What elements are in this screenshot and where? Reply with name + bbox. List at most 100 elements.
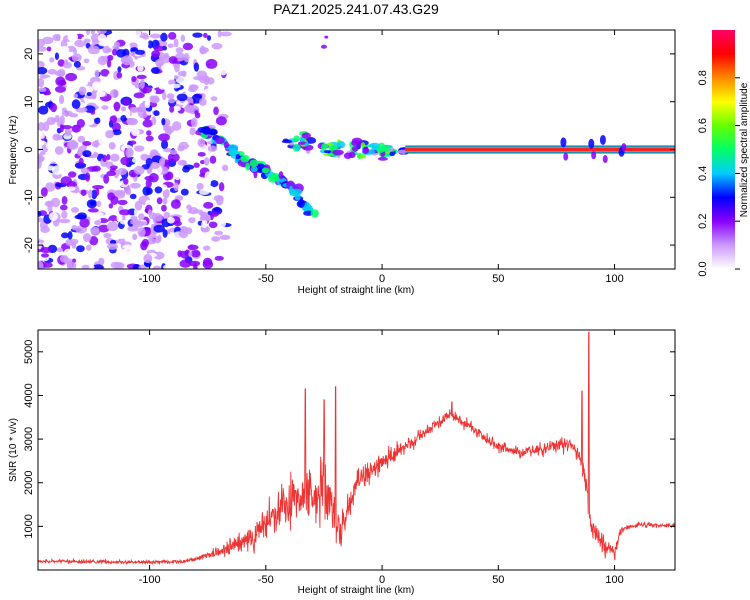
colorbar-label: Normalized spectral amplitude	[739, 82, 750, 217]
spectrogram-blob	[77, 135, 86, 143]
spectrogram-blob	[66, 261, 77, 269]
spectrogram-xlabel: Height of straight line (km)	[298, 285, 415, 296]
spectrogram-blob	[61, 232, 69, 239]
spectrogram-blob	[210, 180, 219, 188]
spectrogram-blob	[110, 165, 118, 170]
spectrogram-blob	[162, 123, 170, 132]
spectrogram-blob	[73, 93, 79, 99]
spectrogram-blob	[54, 85, 67, 93]
spectrogram-blob	[174, 171, 181, 181]
spectrogram-blob	[117, 199, 128, 206]
spectrogram-blob	[174, 105, 181, 112]
snr-xtick-label: 0	[379, 574, 385, 586]
spectrogram-blob	[158, 83, 167, 90]
spectrogram-blob	[205, 178, 211, 187]
spectrogram-blob	[49, 57, 55, 63]
spectrogram-blob	[38, 67, 48, 75]
spectrogram-blob	[591, 151, 597, 160]
spectrogram-blob	[38, 87, 47, 93]
spectrogram-blob	[140, 38, 149, 49]
spectrogram-blob	[67, 231, 73, 240]
spectrogram-blob	[113, 169, 119, 179]
spectrogram-blob	[206, 35, 212, 41]
spectrogram-blob	[203, 157, 210, 166]
colorbar-gradient	[712, 30, 735, 269]
colorbar-tick-label: 0.0	[697, 261, 709, 276]
spectrogram-blob	[294, 145, 301, 151]
snr-panel: -100 -50 0 50 100 1000 2000 3000 4000 5000 Heigh…	[8, 329, 676, 596]
snr-xtick-label: 50	[492, 574, 504, 586]
spectrogram-blob	[60, 176, 72, 186]
spectrogram-blob	[67, 171, 77, 178]
spectrogram-blob	[190, 249, 201, 258]
spectrogram-blob	[83, 58, 90, 64]
spectrogram-blob	[181, 160, 187, 167]
spectrogram-blob	[175, 76, 186, 84]
spectrogram-blob	[167, 152, 180, 163]
spectrogram-blob	[101, 184, 109, 192]
spectrogram-blob	[168, 79, 176, 85]
spectrogram-blob	[92, 212, 104, 217]
spectrogram-blob	[119, 209, 131, 216]
spectrogram-blob	[134, 165, 145, 175]
spectrogram-blob	[173, 38, 179, 49]
spectrogram-blob	[137, 227, 146, 238]
spectrogram-blob	[71, 224, 78, 231]
spectrogram-blob	[169, 149, 178, 155]
spectrogram-blob	[193, 175, 200, 180]
spectrogram-blob	[113, 101, 121, 112]
spectrogram-blob	[142, 34, 150, 40]
spectrogram-blob	[45, 77, 54, 84]
spectrogram-blob	[117, 167, 128, 176]
spectrogram-blob	[54, 146, 64, 155]
spectrogram-blob	[215, 195, 224, 206]
spectrogram-blob	[61, 152, 67, 163]
spectrogram-blob	[183, 164, 195, 170]
colorbar-tick-label: 0.8	[697, 70, 709, 85]
spectrogram-blob	[132, 106, 142, 113]
spectrogram-blob	[76, 79, 89, 87]
spectrogram-blob	[190, 84, 199, 90]
spectrogram-blob	[178, 141, 190, 150]
spectrogram-blob	[304, 142, 310, 147]
spectrogram-blob	[377, 156, 388, 161]
spectrogram-blob	[106, 47, 112, 53]
spectrogram-blob	[74, 162, 87, 169]
spectrogram-blob	[98, 257, 105, 266]
spectrogram-blob	[116, 72, 123, 79]
spectrogram-blob	[162, 188, 170, 199]
spectrogram-blob	[98, 41, 109, 47]
spectrogram-blob	[142, 119, 154, 128]
spectrogram-blob	[146, 130, 152, 136]
spectrogram-blob	[189, 72, 195, 82]
spectrogram-blob	[193, 209, 204, 214]
spectrogram-blob	[45, 140, 55, 150]
spectrogram-blob	[122, 98, 130, 106]
spectrogram-blob	[101, 105, 109, 110]
spectrogram-blob	[149, 33, 162, 39]
spectrogram-blob	[47, 68, 58, 75]
spectrogram-blob	[154, 186, 163, 194]
spectrogram-blob	[76, 245, 85, 253]
spectrogram-blob	[110, 261, 122, 269]
spectrogram-blob	[321, 143, 328, 151]
spectrogram-blob	[38, 199, 42, 207]
spectrogram-blob	[181, 70, 187, 78]
spectrogram-blob	[106, 153, 111, 161]
spectrogram-blob	[145, 187, 153, 195]
spectrogram-blob	[215, 116, 227, 126]
spectrogram-blob	[76, 118, 86, 128]
spectrogram-blob	[87, 208, 99, 213]
spectrogram-blob	[166, 93, 175, 100]
spectrogram-blob	[188, 260, 201, 267]
spectrogram-blob	[162, 54, 171, 64]
spectrogram-blob	[80, 168, 90, 174]
spectrogram-ylabel: Frequency (Hz)	[8, 116, 19, 185]
spectrogram-blob	[161, 204, 167, 212]
spectrogram-blob	[116, 214, 123, 222]
snr-xlabel: Height of straight line (km)	[298, 585, 415, 596]
spectrogram-blob	[103, 232, 112, 239]
spectrogram-blob	[171, 245, 176, 255]
spectrogram-blob	[297, 199, 305, 208]
spectrogram-blob	[50, 103, 58, 113]
